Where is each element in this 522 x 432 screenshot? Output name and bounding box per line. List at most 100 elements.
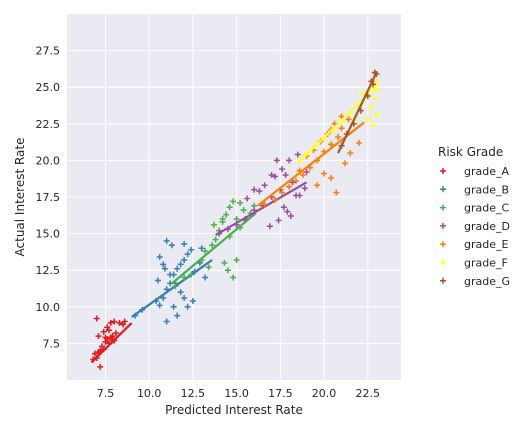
y-tick-label: 15.0	[36, 228, 61, 241]
data-point	[287, 213, 294, 220]
data-point	[170, 303, 177, 310]
data-point	[163, 318, 170, 325]
legend-label: grade_B	[464, 183, 509, 196]
data-point	[156, 254, 163, 261]
data-point	[294, 151, 301, 158]
data-point	[282, 172, 289, 179]
data-point	[221, 259, 228, 266]
data-point	[174, 312, 181, 319]
y-tick-label: 25.0	[36, 81, 61, 94]
legend-label: grade_C	[464, 202, 509, 215]
data-point	[251, 186, 258, 193]
data-point	[335, 133, 342, 140]
data-point	[188, 271, 195, 278]
data-point	[223, 211, 230, 218]
data-point	[156, 302, 163, 309]
y-tick-label: 7.5	[43, 337, 61, 350]
data-point	[161, 265, 168, 272]
data-point	[212, 236, 219, 243]
data-point	[279, 166, 286, 173]
data-point	[167, 271, 174, 278]
data-point	[286, 183, 293, 190]
data-point	[168, 242, 175, 249]
data-point	[266, 223, 273, 230]
legend-marker	[440, 168, 446, 174]
regression-line	[90, 322, 133, 364]
data-point	[230, 274, 237, 281]
data-point	[189, 297, 196, 304]
data-point	[289, 179, 296, 186]
legend-marker	[440, 204, 446, 211]
data-point	[364, 116, 371, 123]
series-grade_A	[90, 315, 133, 370]
y-tick-label: 27.5	[36, 45, 61, 58]
regression-line	[131, 259, 213, 318]
data-point	[300, 172, 307, 179]
x-tick-label: 7.5	[97, 387, 115, 400]
data-point	[301, 185, 308, 192]
legend-label: grade_A	[464, 165, 509, 178]
y-axis-ticks: 7.5 10.0 12.5 15.0 17.5 20.0 22.5 25.0 27.5	[36, 45, 61, 351]
x-tick-label: 17.5	[268, 387, 293, 400]
data-point	[181, 274, 188, 281]
data-point	[261, 182, 268, 189]
legend-label: grade_E	[464, 238, 508, 251]
x-tick-label: 20.0	[312, 387, 337, 400]
data-point	[368, 104, 375, 111]
legend-item-grade_A: grade_A	[440, 165, 509, 178]
legend-item-grade_E: grade_E	[440, 238, 508, 251]
series-layer	[90, 69, 380, 370]
legend-item-grade_G: grade_G	[440, 275, 510, 288]
data-point	[303, 169, 310, 176]
data-point	[184, 251, 191, 258]
legend-item-grade_F: grade_F	[440, 257, 508, 270]
y-tick-label: 12.5	[36, 264, 61, 277]
data-point	[93, 315, 100, 322]
data-point	[184, 303, 191, 310]
legend-marker	[440, 241, 446, 248]
data-point	[177, 261, 184, 268]
data-point	[328, 174, 335, 181]
data-point	[338, 125, 345, 132]
data-point	[244, 195, 251, 202]
data-point	[280, 204, 287, 211]
data-point	[209, 242, 216, 249]
legend-marker	[440, 186, 446, 193]
grid	[67, 14, 401, 380]
x-tick-label: 10.0	[137, 387, 162, 400]
legend-label: grade_F	[464, 257, 508, 270]
data-point	[233, 215, 240, 222]
data-point	[237, 199, 244, 206]
data-point	[154, 277, 161, 284]
data-point	[284, 208, 291, 215]
legend-marker	[440, 222, 446, 229]
data-point	[181, 240, 188, 247]
data-point	[91, 350, 98, 357]
data-point	[112, 330, 119, 337]
regression-line	[171, 212, 257, 285]
data-point	[296, 192, 303, 199]
data-point	[95, 333, 102, 340]
x-axis-label: Predicted Interest Rate	[165, 403, 303, 417]
y-tick-label: 20.0	[36, 154, 61, 167]
legend-items: grade_A grade_B grade_C grade_D grade_Egrade…	[440, 165, 510, 288]
y-tick-label: 17.5	[36, 191, 61, 204]
series-grade_G	[337, 69, 380, 154]
data-point	[293, 177, 300, 184]
data-point	[116, 319, 123, 326]
data-point	[205, 264, 212, 271]
data-point	[359, 90, 366, 97]
x-axis-ticks: 7.5 10.0 12.5 15.0 17.5 20.0 22.5	[97, 387, 380, 400]
data-point	[177, 289, 184, 296]
y-tick-label: 10.0	[36, 301, 61, 314]
data-point	[97, 363, 104, 370]
data-point	[273, 157, 280, 164]
legend-item-grade_C: grade_C	[440, 202, 509, 215]
legend-item-grade_B: grade_B	[440, 183, 509, 196]
data-point	[314, 182, 321, 189]
data-point	[188, 246, 195, 253]
data-point	[210, 221, 217, 228]
series-grade_B	[131, 237, 213, 325]
data-point	[198, 245, 205, 252]
series-grade_C	[171, 198, 258, 290]
